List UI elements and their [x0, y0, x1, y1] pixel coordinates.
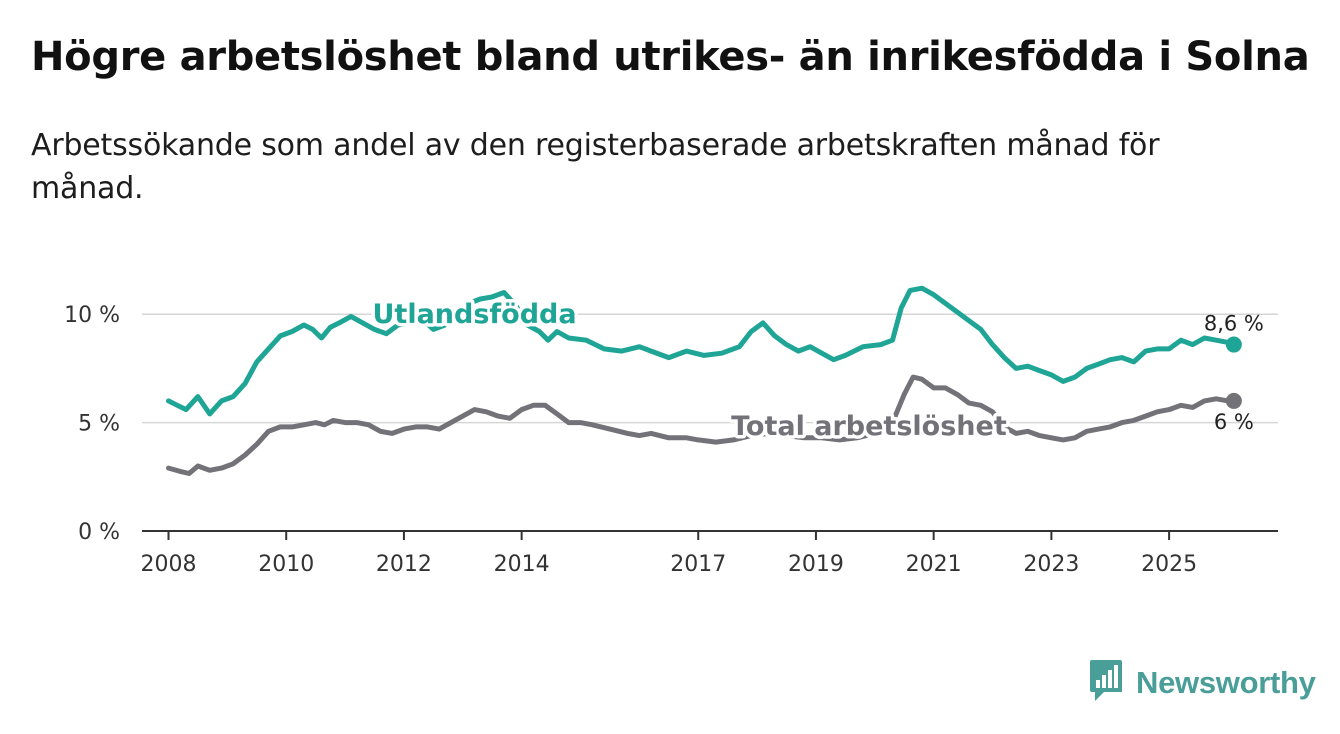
- y-tick-label: 5 %: [78, 412, 120, 437]
- x-tick-label: 2023: [1023, 552, 1079, 577]
- x-tick-label: 2025: [1141, 552, 1197, 577]
- x-tick-label: 2012: [376, 552, 432, 577]
- chart-subtitle: Arbetssökande som andel av den registerb…: [31, 128, 1160, 206]
- x-tick-label: 2014: [494, 552, 550, 577]
- series-endpoint-utlandsfodda: [1225, 336, 1242, 353]
- x-axis-ticks: 2008 2010 2012 2014 2017 2019 2021 2023 2025: [140, 530, 1278, 577]
- x-tick-label: 2008: [140, 552, 196, 577]
- brand-logo[interactable]: Newsworthy: [1088, 660, 1316, 706]
- y-tick-label: 10 %: [64, 303, 120, 328]
- x-tick-label: 2017: [670, 552, 726, 577]
- x-tick-label: 2019: [788, 552, 844, 577]
- y-axis-ticks: 0 % 5 % 10 %: [64, 303, 120, 545]
- y-tick-label: 0 %: [78, 520, 120, 545]
- x-tick-label: 2021: [906, 552, 962, 577]
- x-tick-label: 2010: [258, 552, 314, 577]
- newsworthy-logo-icon: [1088, 658, 1124, 708]
- series-labels: 8,6 % Utlandsfödda 6 % Total arbetslöshet: [369, 296, 1264, 446]
- series-line-utlandsfodda: [166, 285, 1237, 417]
- series-lines: [166, 285, 1242, 476]
- series-label-utlandsfodda: Utlandsfödda: [373, 299, 577, 330]
- series-line-total: [166, 374, 1237, 476]
- chart-title: Högre arbetslöshet bland utrikes- än inr…: [31, 34, 1310, 80]
- series-label-total: Total arbetslöshet: [731, 411, 1007, 442]
- brand-name: Newsworthy: [1136, 665, 1316, 700]
- end-value-label-utlandsfodda: 8,6 %: [1204, 312, 1264, 336]
- series-endpoint-total: [1225, 392, 1242, 409]
- end-value-label-total: 6 %: [1214, 410, 1254, 434]
